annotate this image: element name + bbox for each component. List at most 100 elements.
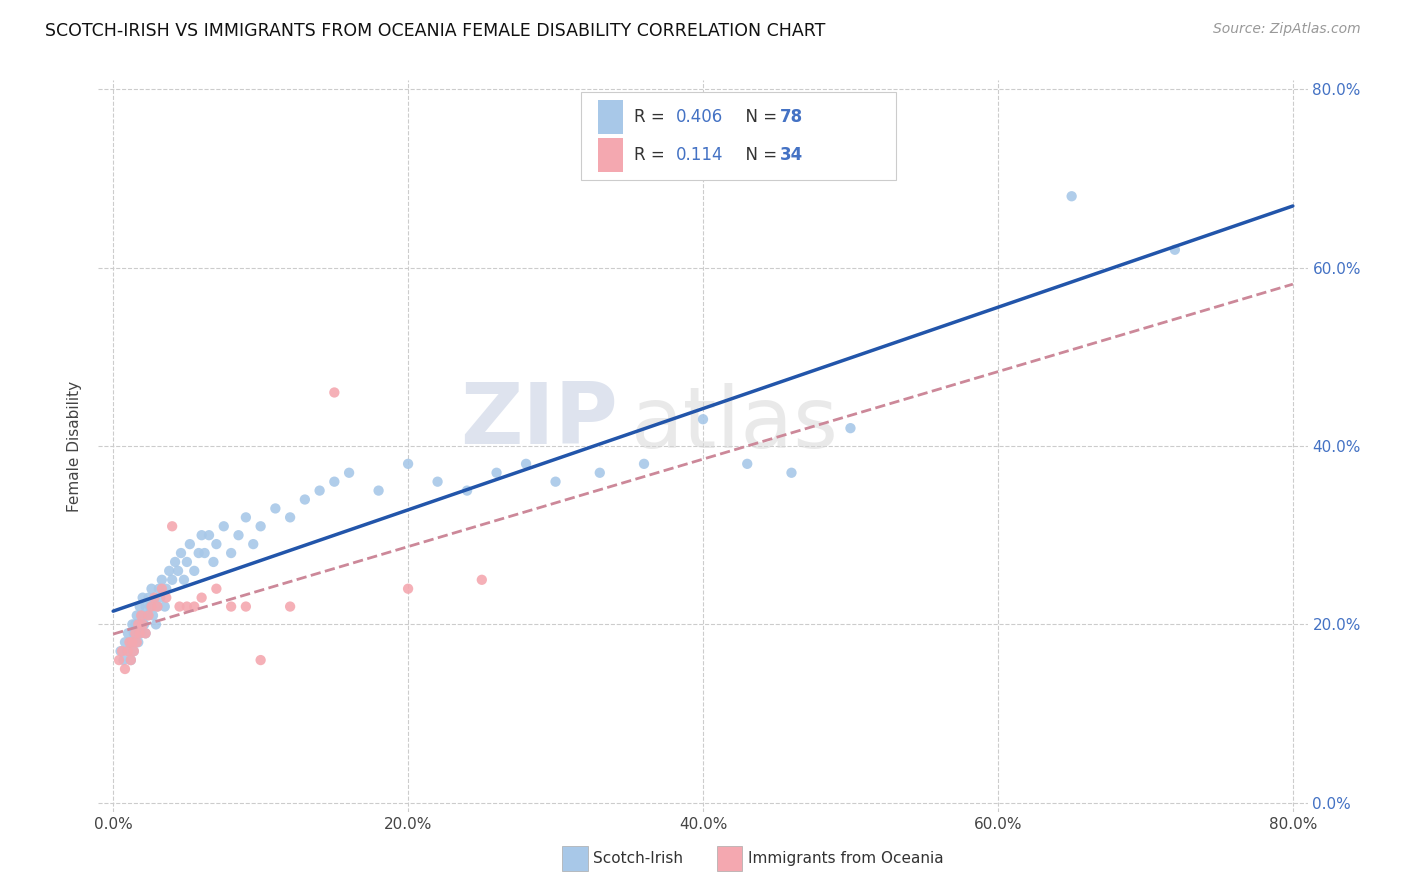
Point — [235, 599, 257, 614]
Point — [135, 626, 157, 640]
Text: ZIP: ZIP — [461, 379, 619, 462]
Point — [146, 599, 169, 614]
Point — [219, 599, 242, 614]
Point — [187, 546, 209, 560]
Point — [135, 599, 157, 614]
Point — [153, 599, 176, 614]
Text: N =: N = — [735, 109, 783, 127]
Point — [183, 564, 205, 578]
Point — [121, 617, 143, 632]
Point — [150, 573, 173, 587]
Text: 0.114: 0.114 — [676, 145, 724, 163]
Point — [122, 644, 145, 658]
Text: 0.406: 0.406 — [676, 109, 724, 127]
Point — [735, 457, 758, 471]
Text: Immigrants from Oceania: Immigrants from Oceania — [748, 851, 943, 865]
Point — [141, 582, 163, 596]
Point — [308, 483, 330, 498]
Point — [111, 644, 134, 658]
Point — [121, 635, 143, 649]
Point — [367, 483, 389, 498]
Point — [1164, 243, 1187, 257]
Point — [515, 457, 537, 471]
Point — [114, 662, 136, 676]
Point — [141, 599, 163, 614]
Point — [242, 537, 264, 551]
Point — [170, 546, 193, 560]
Point — [124, 635, 146, 649]
Point — [128, 626, 150, 640]
Point — [179, 537, 201, 551]
Point — [692, 412, 714, 426]
Point — [125, 626, 148, 640]
Point — [396, 582, 419, 596]
Point — [138, 608, 160, 623]
Point — [120, 653, 142, 667]
Point — [160, 573, 183, 587]
Point — [278, 599, 301, 614]
Point — [120, 653, 142, 667]
Point — [426, 475, 449, 489]
Point — [129, 626, 152, 640]
Point — [264, 501, 287, 516]
Point — [633, 457, 655, 471]
Y-axis label: Female Disability: Female Disability — [67, 380, 83, 512]
Point — [249, 519, 271, 533]
Point — [131, 617, 153, 632]
Text: atlas: atlas — [630, 383, 838, 466]
Point — [589, 466, 612, 480]
Point — [135, 626, 157, 640]
Point — [110, 644, 132, 658]
Point — [139, 599, 162, 614]
Point — [212, 519, 235, 533]
Point — [125, 608, 148, 623]
Point — [155, 591, 177, 605]
Point — [108, 653, 131, 667]
Point — [148, 582, 170, 596]
Point — [129, 608, 152, 623]
Text: Source: ZipAtlas.com: Source: ZipAtlas.com — [1213, 22, 1361, 37]
Point — [112, 653, 135, 667]
Text: R =: R = — [634, 145, 675, 163]
Point — [176, 555, 198, 569]
Point — [323, 475, 346, 489]
Point — [131, 591, 153, 605]
Point — [219, 546, 242, 560]
Point — [117, 626, 139, 640]
Point — [183, 599, 205, 614]
Point — [136, 608, 159, 623]
Point — [780, 466, 803, 480]
Point — [150, 582, 173, 596]
Point — [1060, 189, 1083, 203]
Point — [294, 492, 316, 507]
Point — [155, 582, 177, 596]
Point — [128, 617, 150, 632]
Point — [157, 564, 180, 578]
Point — [125, 635, 148, 649]
Point — [190, 528, 212, 542]
Point — [142, 608, 165, 623]
Point — [149, 591, 172, 605]
Point — [118, 635, 141, 649]
Text: Scotch-Irish: Scotch-Irish — [593, 851, 683, 865]
Point — [202, 555, 225, 569]
Point — [134, 617, 156, 632]
Point — [205, 582, 228, 596]
Text: R =: R = — [634, 109, 671, 127]
Point — [160, 519, 183, 533]
Point — [544, 475, 567, 489]
Point — [235, 510, 257, 524]
Point — [138, 591, 160, 605]
Point — [471, 573, 494, 587]
Point — [114, 635, 136, 649]
Text: SCOTCH-IRISH VS IMMIGRANTS FROM OCEANIA FEMALE DISABILITY CORRELATION CHART: SCOTCH-IRISH VS IMMIGRANTS FROM OCEANIA … — [45, 22, 825, 40]
Point — [194, 546, 217, 560]
Point — [173, 573, 195, 587]
Point — [485, 466, 508, 480]
Point — [117, 644, 139, 658]
Point — [456, 483, 478, 498]
Point — [176, 599, 198, 614]
Text: 78: 78 — [780, 109, 803, 127]
Point — [122, 644, 145, 658]
Point — [165, 555, 187, 569]
